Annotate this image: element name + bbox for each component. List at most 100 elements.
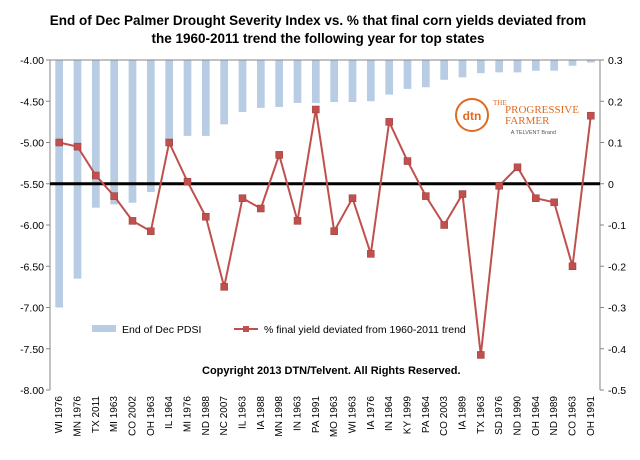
yield-deviation-point [587, 111, 595, 120]
pdsi-bar [330, 60, 339, 103]
x-axis-ticks: WI 1976 MN 1976 TX 2011 MI 1963 CO 2002 OH 19… [54, 396, 597, 438]
pdsi-bar [586, 60, 595, 63]
x-tick-label: TX 2011 [91, 396, 102, 433]
pdsi-bar [293, 60, 302, 103]
yield-deviation-point [367, 250, 375, 258]
pdsi-bar [531, 60, 540, 71]
pdsi-bar [476, 60, 485, 74]
yield-deviation-point [165, 138, 173, 147]
pdsi-bar [165, 60, 174, 143]
yield-deviation-point [532, 194, 540, 202]
right-tick-label: 0.1 [608, 138, 623, 150]
pdsi-bar [110, 60, 119, 205]
logo-line2: PROGRESSIVE [505, 104, 579, 116]
left-tick-label: -4.50 [20, 96, 44, 108]
x-tick-label: SD 1976 [494, 396, 505, 435]
pdsi-bar [275, 60, 284, 108]
x-tick-label: MI 1963 [109, 396, 120, 433]
legend: End of Dec PDSI % final yield deviated f… [92, 324, 466, 336]
x-tick-label: IA 1976 [366, 396, 377, 430]
yield-deviation-point [513, 163, 522, 171]
yield-deviation-point [238, 194, 247, 202]
left-tick-label: -7.50 [20, 344, 44, 356]
right-tick-label: 0.2 [608, 96, 623, 108]
right-tick-label: -0.1 [608, 220, 626, 232]
yield-deviation-point [293, 217, 302, 225]
x-tick-label: IA 1989 [458, 396, 469, 430]
yield-deviation-point [220, 283, 228, 291]
x-tick-label: CO 2002 [128, 396, 139, 436]
logo-line3: FARMER [505, 115, 550, 127]
pdsi-bar [403, 60, 412, 89]
logo-tagline: A TELVENT Brand [511, 130, 556, 136]
logo-line1: THE [493, 99, 507, 107]
pdsi-bar [128, 60, 137, 203]
yield-deviation-point [257, 204, 265, 213]
yield-deviation-point [568, 262, 577, 270]
yield-deviation-point [330, 227, 338, 235]
left-tick-label: -5.50 [20, 179, 44, 191]
progressive-farmer-logo: dtn THE PROGRESSIVE FARMER A TELVENT Bra… [455, 98, 579, 136]
legend-line-marker [243, 326, 249, 332]
x-tick-label: IL 1964 [164, 396, 175, 429]
x-tick-label: MI 1976 [183, 396, 194, 433]
pdsi-bar [238, 60, 247, 112]
yield-deviation-point [440, 221, 448, 229]
pdsi-bar [146, 60, 155, 192]
pdsi-bar [550, 60, 559, 71]
yield-deviation-point [477, 351, 485, 359]
yield-deviation-point [495, 182, 503, 190]
yield-deviation-point [73, 142, 82, 151]
x-tick-label: IN 1964 [384, 396, 395, 431]
pdsi-bar [513, 60, 522, 73]
yield-deviation-line [55, 105, 595, 359]
x-tick-label: IL 1963 [238, 396, 249, 429]
yield-deviation-point [403, 157, 412, 165]
pdsi-bar [73, 60, 82, 279]
pdsi-bar [256, 60, 265, 108]
yield-deviation-point [422, 192, 430, 200]
yield-deviation-point [147, 227, 155, 235]
x-tick-label: CO 2003 [439, 396, 450, 436]
left-tick-label: -8.00 [20, 385, 44, 397]
legend-bar-label: End of Dec PDSI [122, 324, 201, 336]
pdsi-bar [568, 60, 577, 66]
x-tick-label: MO 1963 [329, 396, 340, 438]
x-tick-label: CO 1963 [568, 396, 579, 436]
yield-deviation-point [550, 198, 558, 207]
left-tick-label: -7.00 [20, 303, 44, 315]
x-tick-label: OH 1963 [146, 396, 157, 436]
chart-title-line2: the 1960-2011 trend the following year f… [151, 31, 484, 46]
x-tick-label: ND 1990 [513, 396, 524, 436]
right-tick-label: -0.2 [608, 261, 626, 273]
pdsi-bar [385, 60, 394, 95]
yield-deviation-point [92, 171, 100, 180]
x-tick-label: WI 1963 [348, 396, 359, 434]
right-axis-ticks: 0.3 0.2 0.1 0 -0.1 -0.2 -0.3 -0.4 -0.5 [600, 55, 626, 397]
yield-deviation-point [458, 190, 467, 198]
pdsi-bar [201, 60, 210, 136]
pdsi-bar [311, 60, 320, 103]
pdsi-bar [348, 60, 357, 103]
yield-deviation-point [128, 217, 137, 225]
yield-deviation-point [275, 151, 283, 159]
yield-deviation-point [110, 192, 118, 200]
yield-deviation-point [55, 138, 63, 147]
yield-deviation-point [385, 118, 393, 126]
pdsi-bar [91, 60, 100, 208]
pdsi-bar [495, 60, 504, 73]
dtn-logo-mark: dtn [463, 109, 482, 123]
left-axis-ticks: -4.00 -4.50 -5.00 -5.50 -6.00 -6.50 -7.00 -7.50… [20, 55, 50, 397]
x-tick-label: PA 1991 [311, 396, 322, 434]
pdsi-bar [458, 60, 467, 78]
x-tick-label: OH 1964 [531, 396, 542, 436]
x-tick-label: KY 1999 [403, 396, 414, 435]
right-tick-label: -0.4 [608, 344, 626, 356]
chart-title-line1: End of Dec Palmer Drought Severity Index… [50, 13, 586, 28]
yield-deviation-point [202, 213, 210, 221]
x-tick-label: ND 1989 [549, 396, 560, 436]
x-tick-label: NC 2007 [219, 396, 230, 436]
dtn-logo-circle [455, 98, 489, 132]
right-tick-label: -0.5 [608, 385, 626, 397]
